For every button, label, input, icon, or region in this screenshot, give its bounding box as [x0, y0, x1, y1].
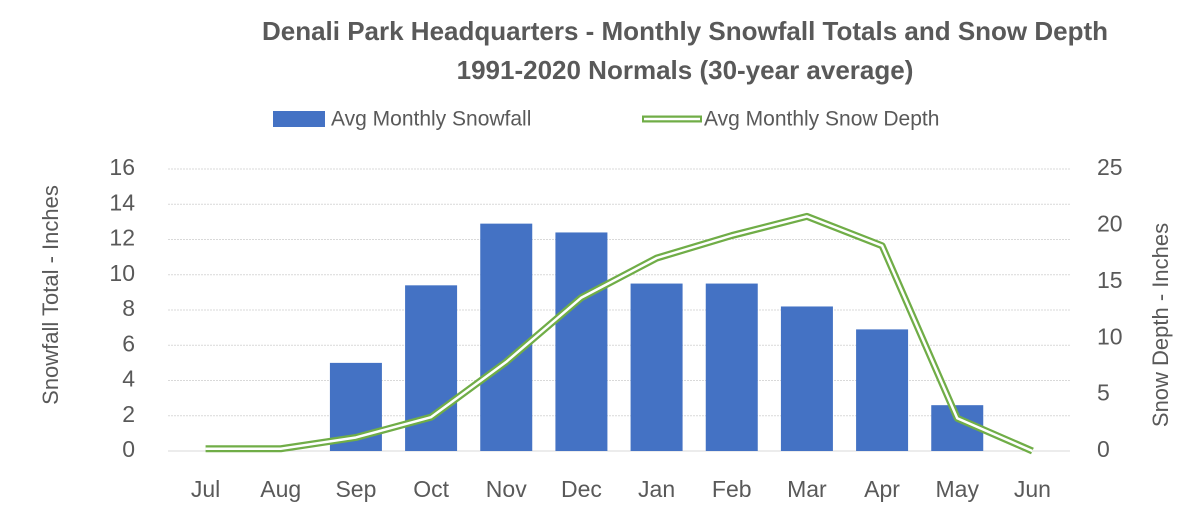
bar	[856, 329, 909, 451]
bar	[405, 285, 458, 451]
y-tick-label: 16	[109, 154, 135, 180]
y2-axis-title: Snow Depth - Inches	[1148, 223, 1173, 427]
x-tick-label: Mar	[787, 476, 827, 502]
x-tick-label: Aug	[260, 476, 301, 502]
y-tick-label: 14	[109, 189, 135, 215]
x-tick-label: Jul	[191, 476, 220, 502]
y2-tick-label: 0	[1097, 436, 1110, 462]
y-tick-label: 4	[122, 366, 135, 392]
bar	[780, 306, 833, 451]
x-tick-label: Nov	[486, 476, 527, 502]
y-tick-label: 12	[109, 225, 135, 251]
bar	[480, 223, 533, 451]
legend-label: Avg Monthly Snowfall	[331, 108, 531, 131]
y-tick-label: 10	[109, 260, 135, 286]
x-tick-label: Sep	[335, 476, 376, 502]
bar	[630, 283, 683, 451]
y2-tick-label: 20	[1097, 210, 1123, 236]
y2-tick-label: 5	[1097, 380, 1110, 406]
y-tick-label: 6	[122, 330, 135, 356]
y2-tick-label: 10	[1097, 323, 1123, 349]
x-tick-label: May	[936, 476, 980, 502]
line-series-inner	[205, 215, 1033, 453]
x-tick-label: Jun	[1014, 476, 1051, 502]
y-tick-label: 0	[122, 436, 135, 462]
bar	[555, 232, 608, 451]
legend-label: Avg Monthly Snow Depth	[704, 108, 939, 131]
x-tick-label: Dec	[561, 476, 602, 502]
y2-tick-label: 15	[1097, 267, 1123, 293]
chart-subtitle: 1991-2020 Normals (30-year average)	[457, 55, 914, 85]
x-tick-label: Feb	[712, 476, 752, 502]
y-axis-title: Snowfall Total - Inches	[38, 185, 63, 405]
chart-title: Denali Park Headquarters - Monthly Snowf…	[262, 16, 1108, 46]
y2-tick-label: 25	[1097, 154, 1123, 180]
legend-swatch	[273, 111, 325, 127]
bar	[705, 283, 758, 451]
x-tick-label: Apr	[864, 476, 900, 502]
y-tick-label: 8	[122, 295, 135, 321]
x-tick-label: Oct	[413, 476, 449, 502]
x-tick-label: Jan	[638, 476, 675, 502]
y-tick-label: 2	[122, 401, 135, 427]
